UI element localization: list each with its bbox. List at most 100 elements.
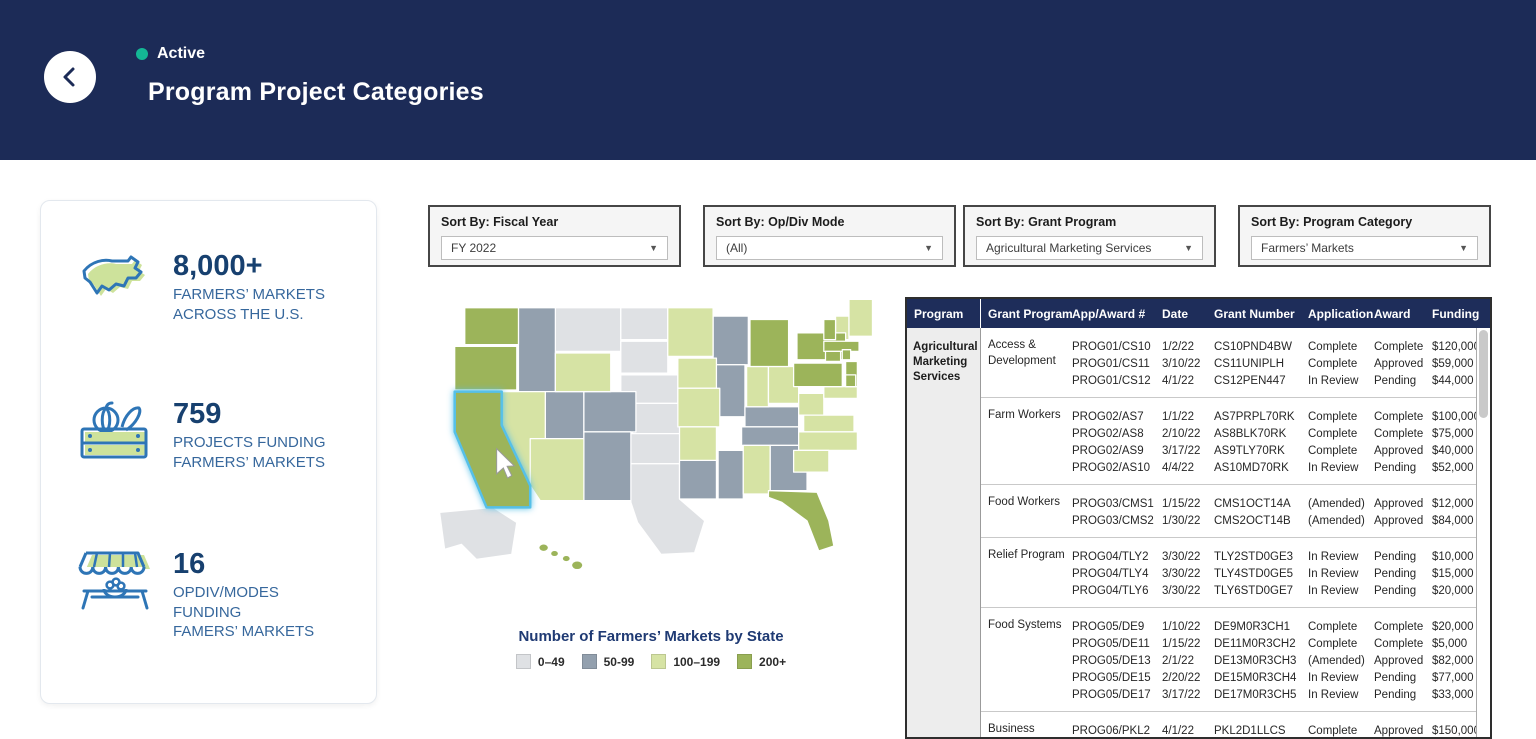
state-MI[interactable] [749, 318, 790, 368]
award-status-cell: Complete [1374, 427, 1424, 440]
table-row: PROG05/DE13 2/1/22 DE13M0R3CH3 (Amended) App… [1065, 652, 1477, 669]
state-KY[interactable] [744, 406, 800, 428]
state-MS[interactable] [717, 449, 744, 500]
state-DE[interactable] [844, 374, 857, 388]
state-ND[interactable] [620, 307, 669, 341]
legend-label: 0–49 [537, 654, 565, 669]
table-scrollbar[interactable] [1476, 328, 1490, 737]
application-status-cell: (Amended) [1308, 654, 1365, 667]
award-status-cell: Pending [1374, 461, 1417, 474]
table-row: PROG04/TLY6 3/30/22 TLY6STD0GE7 In Review Pe… [1065, 582, 1477, 599]
date-cell: 3/30/22 [1162, 550, 1201, 563]
state-NC[interactable] [798, 431, 858, 451]
legend-item: 50-99 [581, 654, 634, 669]
table-row: PROG03/CMS1 1/15/22 CMS1OCT14A (Amended) App… [1065, 495, 1477, 512]
grant-program-cell: Food Workers [988, 496, 1061, 508]
state-MN[interactable] [667, 307, 714, 358]
state-IN[interactable] [746, 365, 770, 408]
grants-table: Program Grant Program App/Award # Date Grant… [905, 297, 1492, 739]
state-SC[interactable] [792, 449, 830, 473]
filter-selected-value: FY 2022 [451, 241, 497, 255]
table-row: PROG04/TLY2 3/30/22 TLY2STD0GE3 In Review Pe… [1065, 548, 1477, 565]
app-award-cell: PROG02/AS8 [1072, 427, 1144, 440]
state-WV[interactable] [798, 392, 825, 416]
state-CA[interactable] [453, 390, 532, 509]
state-UT[interactable] [544, 391, 585, 441]
grant-number-cell: CS10PND4BW [1214, 340, 1292, 353]
state-VA[interactable] [803, 414, 855, 433]
grant-number-cell: AS10MD70RK [1214, 461, 1289, 474]
column-header: Program [907, 299, 981, 328]
app-award-cell: PROG03/CMS1 [1072, 497, 1154, 510]
state-AK[interactable] [438, 506, 518, 561]
stat-item: 8,000+ FARMERS’ MARKETS ACROSS THE U.S. [75, 251, 355, 324]
stats-card: 8,000+ FARMERS’ MARKETS ACROSS THE U.S. 75… [40, 200, 377, 704]
state-HI[interactable] [539, 544, 583, 570]
column-header: Funding [1432, 306, 1480, 321]
state-PA[interactable] [792, 362, 843, 388]
table-row: PROG01/CS11 3/10/22 CS11UNIPLH Complete Appr… [1065, 355, 1477, 372]
back-button[interactable] [44, 51, 96, 103]
funding-cell: $77,000 [1432, 671, 1474, 684]
app-award-cell: PROG02/AS7 [1072, 410, 1144, 423]
award-status-cell: Approved [1374, 357, 1424, 370]
award-status-cell: Pending [1374, 671, 1417, 684]
state-FL[interactable] [767, 489, 835, 552]
grant-program-cell: Relief Program [988, 549, 1065, 561]
funding-cell: $44,000 [1432, 374, 1474, 387]
filter-select[interactable]: Agricultural Marketing Services ▼ [976, 236, 1203, 260]
grant-number-cell: DE9M0R3CH1 [1214, 620, 1291, 633]
state-AZ[interactable] [529, 437, 585, 502]
filter-select[interactable]: (All) ▼ [716, 236, 943, 260]
grant-number-cell: AS8BLK70RK [1214, 427, 1287, 440]
state-CT[interactable] [824, 350, 842, 363]
filter-group: Sort By: Op/Div Mode (All) ▼ [703, 205, 956, 267]
state-RI[interactable] [841, 349, 852, 361]
grant-number-cell: DE11M0R3CH2 [1214, 637, 1296, 650]
state-WA[interactable] [464, 307, 520, 346]
column-header: Date [1162, 306, 1189, 321]
stat-text: 759 PROJECTS FUNDING FARMERS’ MARKETS [173, 399, 326, 472]
state-LA[interactable] [678, 459, 718, 500]
chevron-left-icon [63, 67, 75, 87]
state-VT[interactable] [823, 318, 837, 341]
state-OR[interactable] [454, 345, 518, 391]
state-ID[interactable] [517, 307, 556, 393]
column-header: Application [1308, 306, 1374, 321]
funding-cell: $84,000 [1432, 514, 1474, 527]
state-MD[interactable] [823, 385, 858, 399]
app-award-cell: PROG05/DE9 [1072, 620, 1145, 633]
state-WI[interactable] [712, 315, 749, 366]
filter-select[interactable]: FY 2022 ▼ [441, 236, 668, 260]
state-CO[interactable] [583, 391, 637, 433]
column-header: App/Award # [1072, 306, 1146, 321]
state-MT[interactable] [554, 307, 622, 352]
state-MO[interactable] [677, 387, 721, 428]
state-SD[interactable] [620, 340, 669, 374]
date-cell: 2/20/22 [1162, 671, 1201, 684]
funding-cell: $75,000 [1432, 427, 1474, 440]
stat-label: OPDIV/MODES FUNDING FAMERS’ MARKETS [173, 584, 315, 641]
legend-label: 100–199 [673, 654, 721, 669]
scrollbar-thumb[interactable] [1478, 330, 1488, 418]
state-MA[interactable] [823, 340, 860, 352]
date-cell: 3/17/22 [1162, 688, 1201, 701]
legend-label: 200+ [759, 654, 787, 669]
state-AL[interactable] [742, 444, 771, 495]
state-ME[interactable] [848, 298, 874, 337]
column-header: Grant Number [1214, 306, 1295, 321]
filter-select[interactable]: Farmers’ Markets ▼ [1251, 236, 1478, 260]
group-rows: PROG02/AS7 1/1/22 AS7PRPL70RK Complete Compl… [1065, 408, 1477, 476]
application-status-cell: In Review [1308, 688, 1359, 701]
date-cell: 1/15/22 [1162, 637, 1201, 650]
grant-number-cell: CS11UNIPLH [1214, 357, 1285, 370]
state-TN[interactable] [740, 426, 800, 446]
award-status-cell: Pending [1374, 584, 1417, 597]
application-status-cell: In Review [1308, 567, 1359, 580]
us-choropleth-map[interactable] [416, 296, 886, 624]
state-WY[interactable] [554, 352, 612, 393]
date-cell: 1/30/22 [1162, 514, 1201, 527]
state-NM[interactable] [583, 431, 632, 502]
state-IA[interactable] [677, 357, 718, 389]
state-AR[interactable] [678, 426, 718, 462]
